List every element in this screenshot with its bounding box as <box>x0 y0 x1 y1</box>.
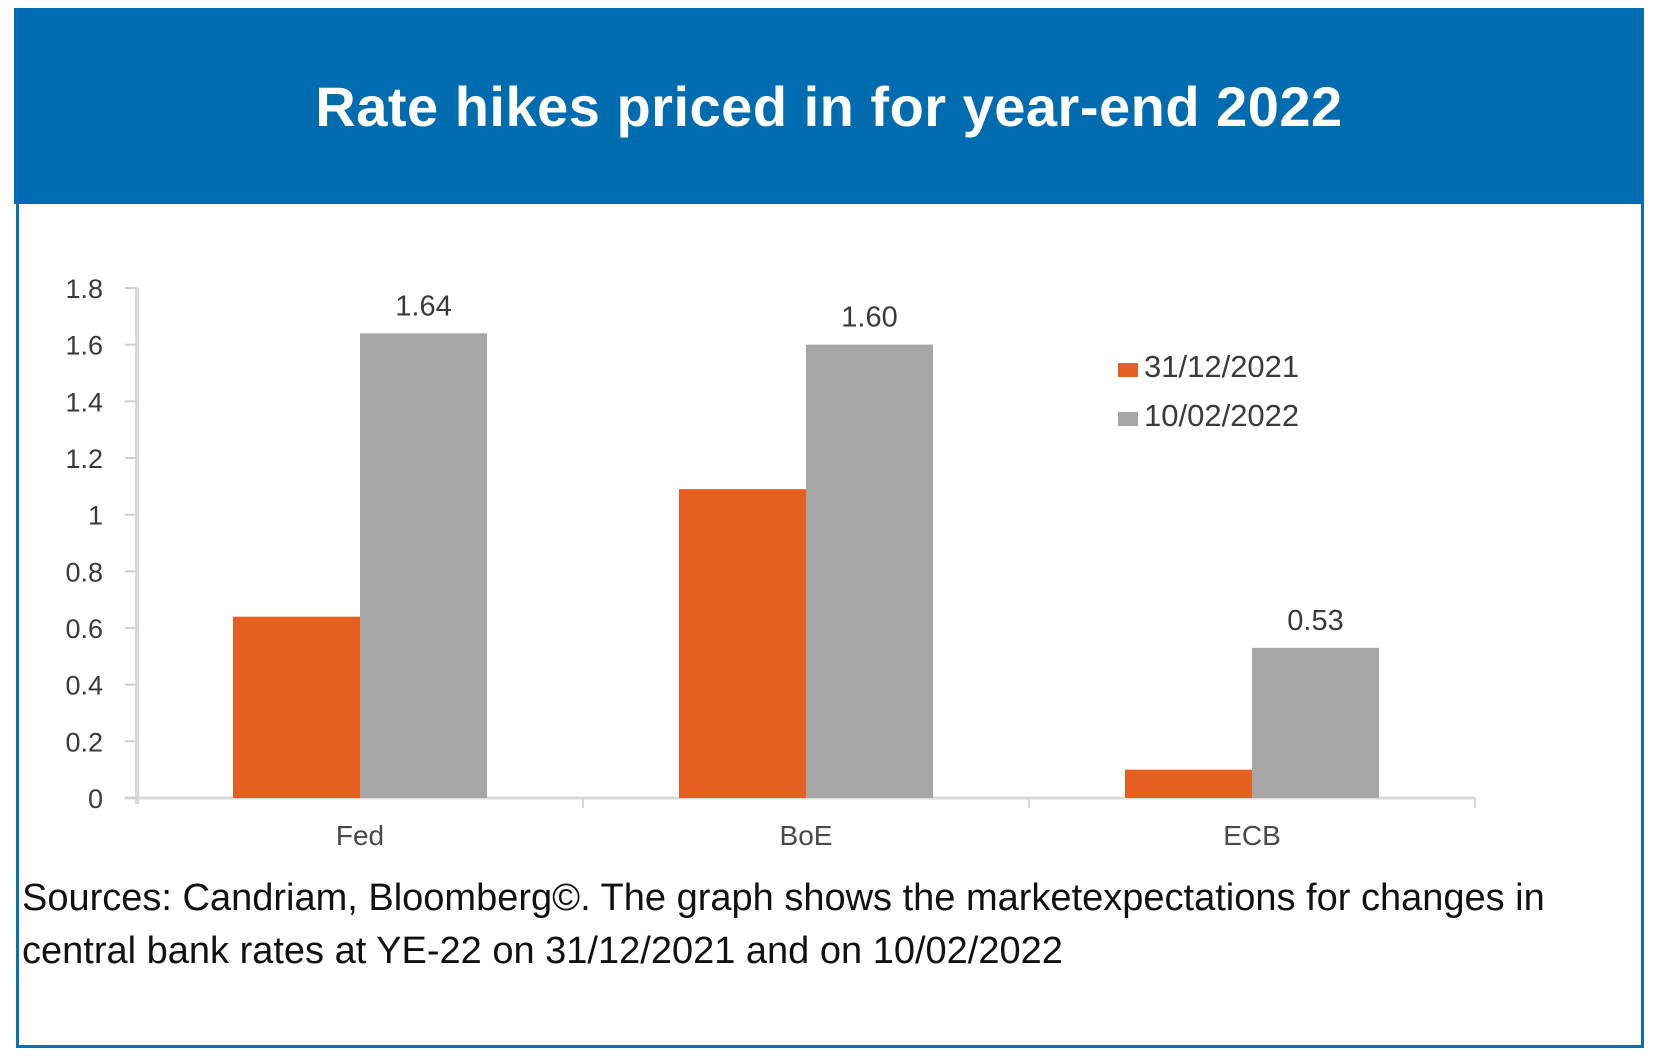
legend-label-1: 31/12/2021 <box>1144 349 1299 384</box>
y-tick-label: 0.6 <box>65 614 103 644</box>
bar-boe-series-1 <box>679 489 806 798</box>
bar-chart: 0 0.2 0.4 0.6 0.8 1 1.2 1.4 1.6 1.8 1.64 Fed 1.60 BoE… <box>65 274 1476 851</box>
y-tick-label: 0.8 <box>65 557 103 587</box>
bar-boe-series-2 <box>806 344 933 798</box>
chart-title: Rate hikes priced in for year-end 2022 <box>315 74 1343 138</box>
bar-fed-series-2 <box>360 333 487 798</box>
source-caption: Sources: Candriam, Bloomberg©. The graph… <box>22 877 1545 972</box>
chart-frame <box>16 8 1644 1048</box>
y-tick-label: 1 <box>88 501 103 531</box>
bar-ecb-series-2 <box>1252 647 1379 798</box>
y-tick-label: 0 <box>88 784 103 814</box>
x-category-label: BoE <box>780 820 833 851</box>
y-tick-label: 1.4 <box>65 387 103 417</box>
legend-swatch-1 <box>1118 363 1138 377</box>
legend-swatch-2 <box>1118 412 1138 426</box>
data-label: 0.53 <box>1287 605 1343 637</box>
y-tick-label: 0.2 <box>65 727 103 757</box>
data-label: 1.64 <box>395 290 451 322</box>
x-category-label: ECB <box>1223 820 1281 851</box>
y-tick-label: 1.6 <box>65 331 103 361</box>
y-tick-label: 1.2 <box>65 444 103 474</box>
bar-ecb-series-1 <box>1125 769 1252 798</box>
y-tick-label: 0.4 <box>65 671 103 701</box>
bar-fed-series-1 <box>233 616 360 798</box>
x-category-label: Fed <box>336 820 384 851</box>
y-tick-label: 1.8 <box>65 274 103 304</box>
legend-label-2: 10/02/2022 <box>1144 398 1299 433</box>
data-label: 1.60 <box>841 302 897 334</box>
chart-title-banner: Rate hikes priced in for year-end 2022 <box>14 8 1644 204</box>
